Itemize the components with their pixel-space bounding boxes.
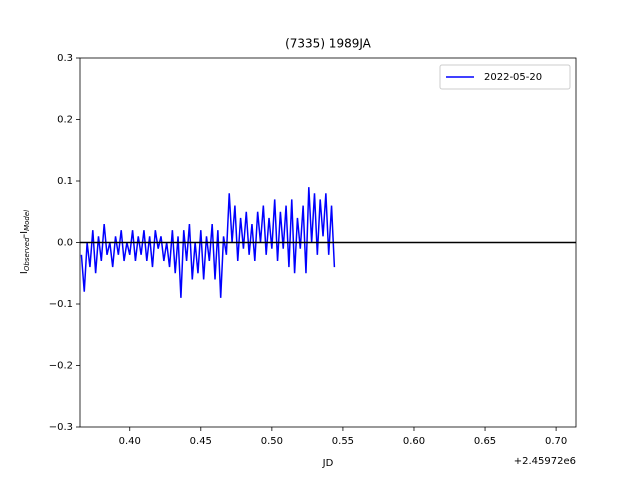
x-tick-label: 0.55 [332,436,354,447]
y-tick-label: −0.2 [49,361,73,372]
y-tick-label: 0.1 [57,176,73,187]
y-tick-label: 0.2 [57,115,73,126]
y-label-text: I [19,271,30,274]
plot-area [80,187,576,298]
y-tick-label: 0.0 [57,238,73,249]
x-tick-label: 0.60 [403,436,425,447]
x-tick-label: 0.65 [474,436,496,447]
y-axis-label: IObserved-IModel [19,210,31,274]
y-tick-label: 0.3 [57,53,73,64]
y-label-subscript: Observed [23,237,31,271]
x-tick-label: 0.45 [190,436,212,447]
legend-box [439,64,571,90]
y-label-subscript: Model [23,210,31,231]
axes-frame [79,57,577,428]
x-tick-label: 0.70 [545,436,567,447]
x-tick-label: 0.50 [261,436,283,447]
chart-title: (7335) 1989JA [285,37,372,51]
legend-label: 2022-05-20 [484,72,542,83]
data-line [80,187,336,298]
x-offset-label: +2.45972e6 [514,456,576,467]
x-tick-label: 0.40 [119,436,141,447]
y-label-text: -I [19,231,30,238]
x-axis-label: JD [322,458,334,469]
y-tick-label: −0.1 [49,299,73,310]
y-tick-label: −0.3 [49,422,73,433]
